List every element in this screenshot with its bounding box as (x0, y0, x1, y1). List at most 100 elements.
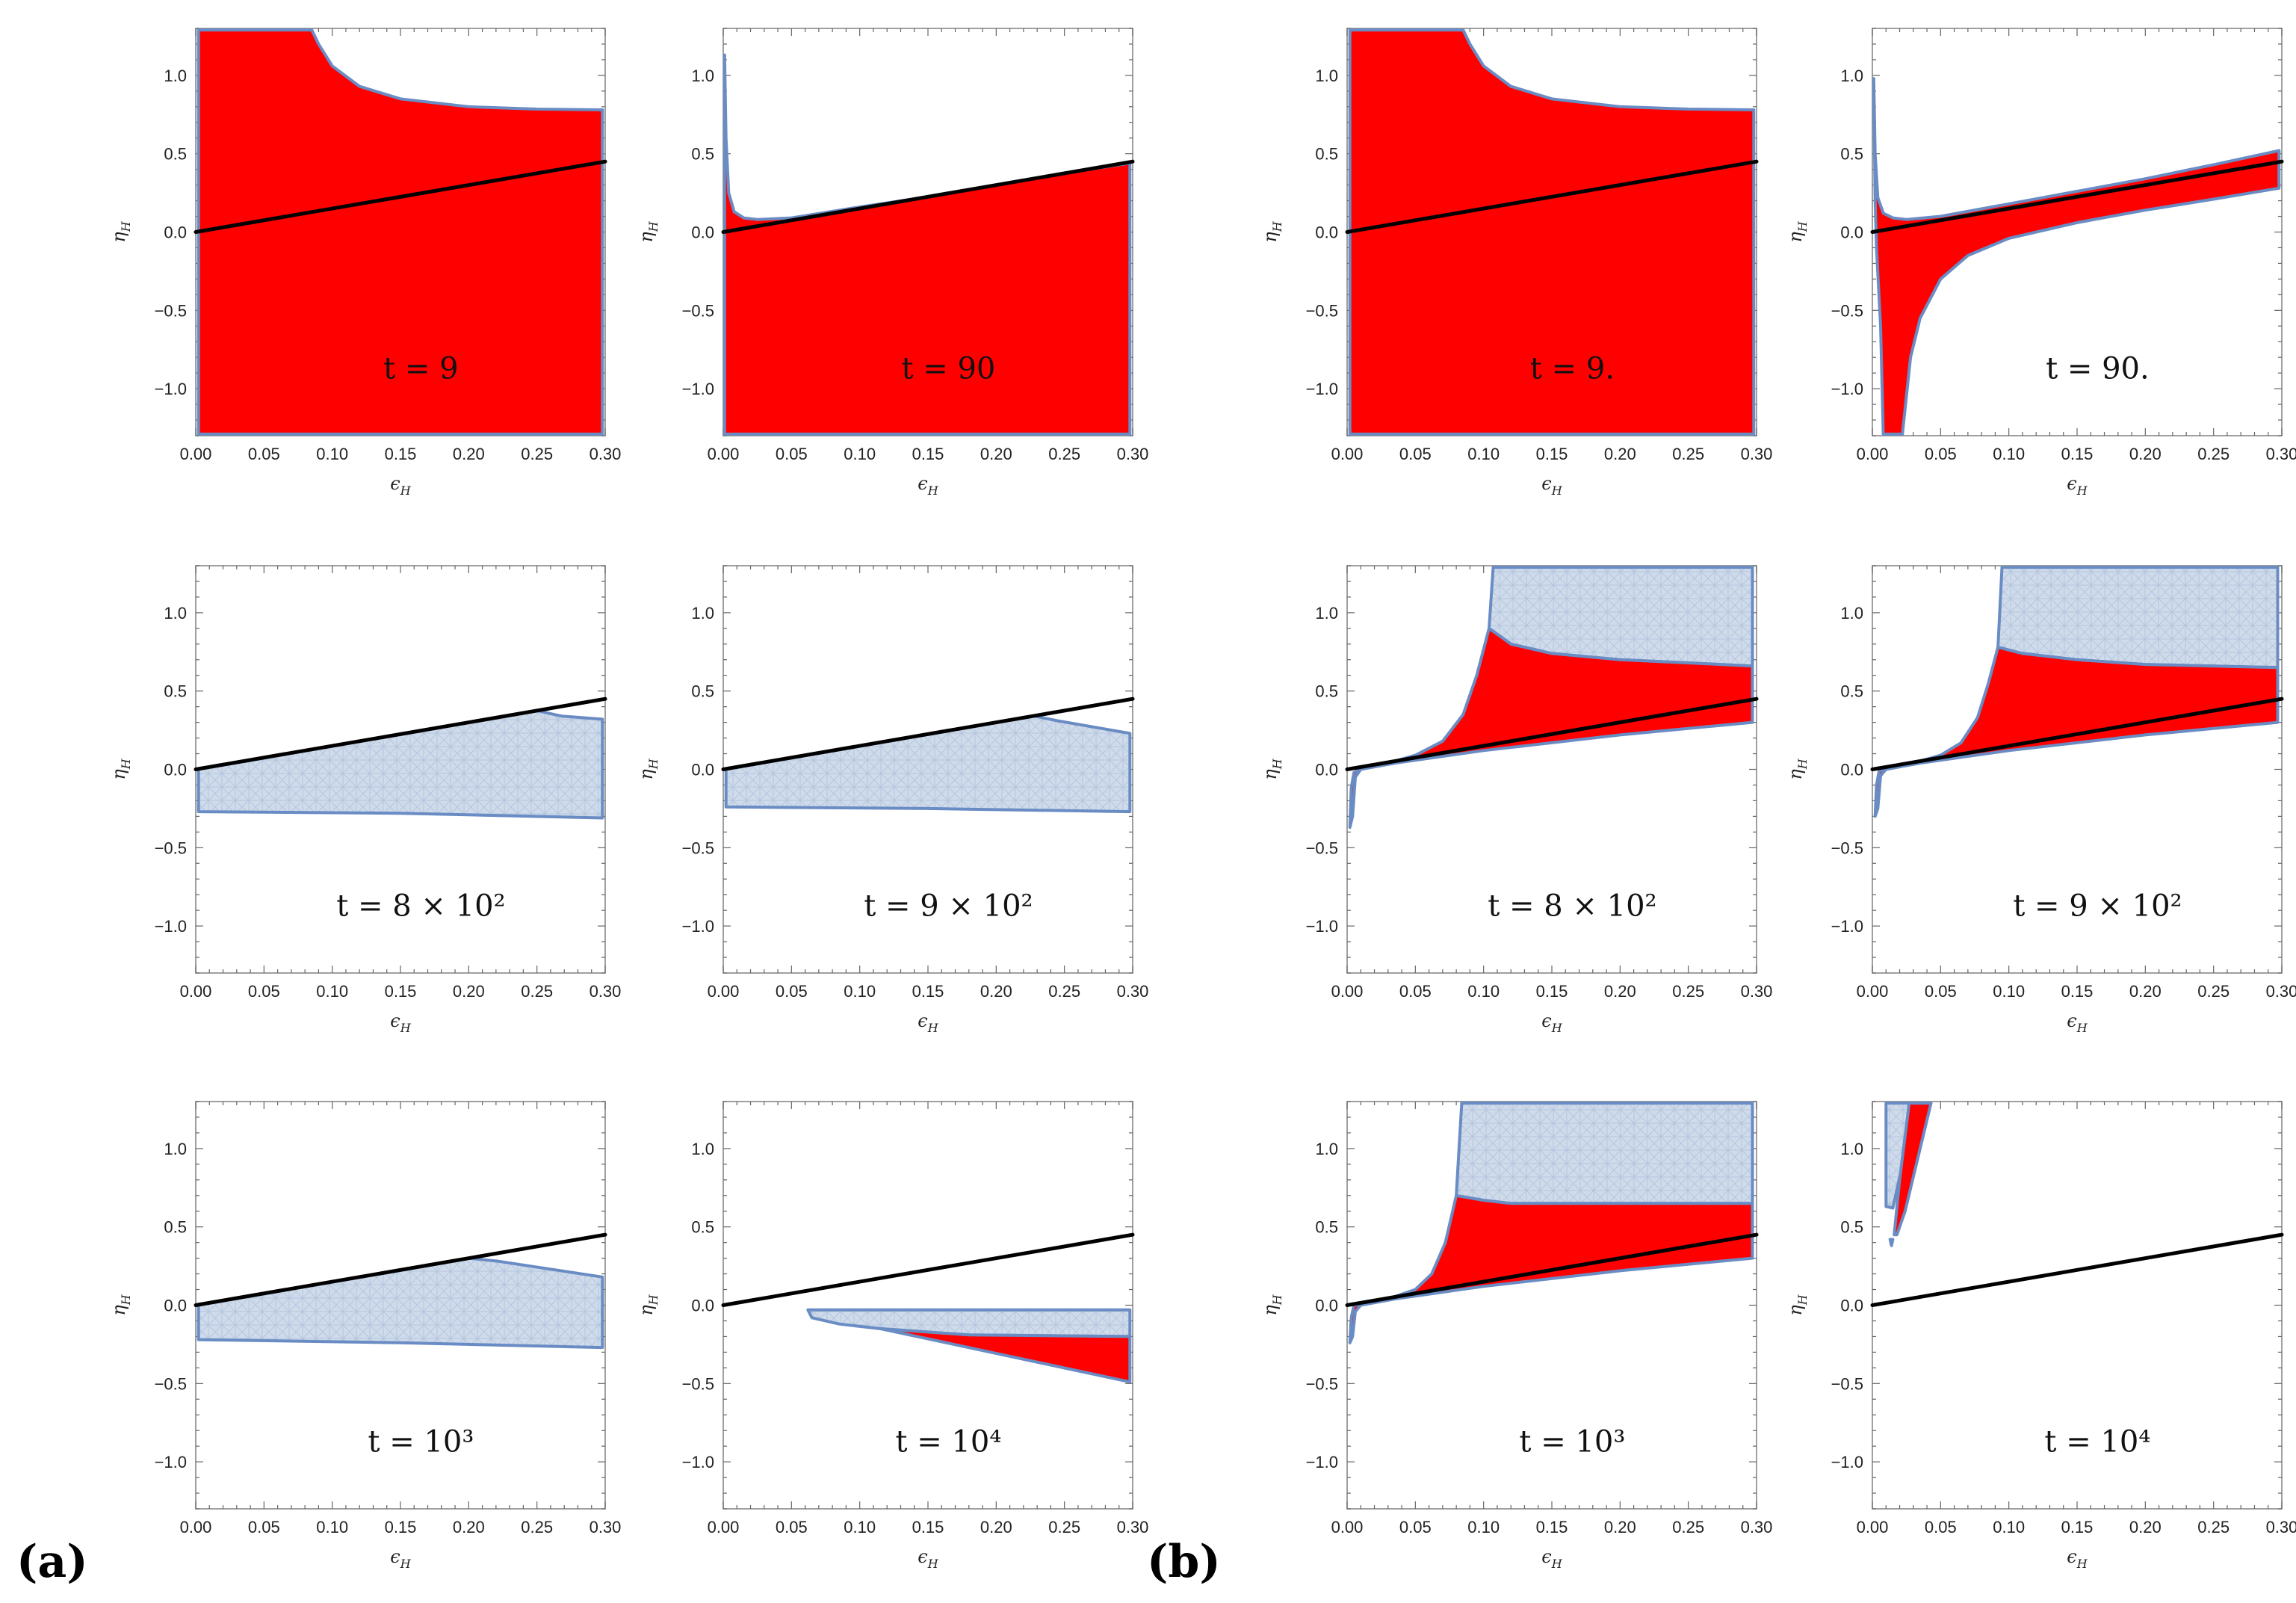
y-tick-label: −1.0 (1831, 917, 1863, 936)
chart-panel-5: 0.00 0.05 0.10 0.15 0.20 0.25 0.30 −1.0 −0.5 0.0 0… (636, 565, 1149, 1035)
x-tick-label: 0.10 (1993, 982, 2025, 1001)
x-tick-label: 0.05 (776, 1518, 808, 1536)
y-tick-label: 0.5 (1840, 682, 1863, 701)
y-tick-label: −0.5 (1831, 838, 1863, 857)
panel-letter-b: (b) (1147, 1536, 1221, 1588)
x-tick-label: 0.05 (776, 982, 808, 1001)
x-axis-label: ϵH (2067, 473, 2088, 498)
x-tick-label: 0.10 (1993, 445, 2025, 463)
regions (1348, 566, 1754, 830)
x-tick-label: 0.05 (1399, 445, 1432, 463)
y-tick-label: 1.0 (164, 604, 187, 623)
y-tick-label: 0.5 (164, 145, 187, 164)
x-tick-label: 0.00 (1857, 445, 1889, 463)
x-axis-label: ϵH (918, 1010, 938, 1035)
chart-panel-7: 0.00 0.05 0.10 0.15 0.20 0.25 0.30 −1.0 −0.5 0.0 0… (1785, 565, 2296, 1035)
chart-panel-0: 0.00 0.05 0.10 0.15 0.20 0.25 0.30 −1.0 −0.5 0.0 0… (108, 28, 621, 498)
y-tick-label: 1.0 (1840, 67, 1863, 85)
x-axis-label: ϵH (2067, 1546, 2088, 1571)
reference-line (1345, 1232, 1759, 1307)
y-tick-label: −0.5 (1306, 1374, 1338, 1393)
y-tick-label: 0.5 (1840, 1218, 1863, 1237)
y-axis-label: ηH (108, 758, 133, 779)
panels-group: 0.00 0.05 0.10 0.15 0.20 0.25 0.30−1.0−0.50.00… (108, 28, 2296, 1571)
x-tick-label: 0.15 (385, 982, 417, 1001)
time-label: t = 10³ (1519, 1425, 1625, 1460)
x-tick-label: 0.15 (1536, 445, 1568, 463)
y-tick-label: 0.5 (1315, 145, 1338, 164)
x-tick-label: 0.25 (1048, 982, 1080, 1001)
x-tick-label: 0.00 (1857, 1518, 1889, 1536)
x-tick-label: 0.25 (1048, 1518, 1080, 1536)
x-axis-label: ϵH (1541, 473, 1562, 498)
y-tick-label: 0.0 (691, 223, 714, 242)
y-tick-label: −0.5 (155, 838, 187, 857)
x-tick-label: 0.10 (1467, 982, 1500, 1001)
reference-line (721, 1232, 1135, 1307)
x-tick-label: 0.30 (590, 1518, 622, 1536)
tick-marks (722, 1101, 1133, 1510)
x-tick-label: 0.20 (980, 1518, 1012, 1536)
y-tick-label: 1.0 (1315, 604, 1338, 623)
y-tick-label: −1.0 (155, 380, 187, 398)
x-tick-label: 0.05 (1925, 982, 1957, 1001)
reference-line (721, 159, 1135, 234)
reference-line (194, 1232, 607, 1307)
blue-region (197, 708, 604, 820)
time-label: t = 9 (383, 352, 458, 386)
x-tick-label: 0.05 (776, 445, 808, 463)
x-tick-label: 0.20 (980, 445, 1012, 463)
x-tick-label: 0.00 (708, 1518, 740, 1536)
y-tick-label: 1.0 (691, 1140, 714, 1158)
chart-panel-3: 0.00 0.05 0.10 0.15 0.20 0.25 0.30 −1.0 −0.5 0.0 0… (1785, 28, 2296, 498)
y-tick-label: 0.5 (691, 145, 714, 164)
x-tick-label: 0.10 (1467, 1518, 1500, 1536)
x-tick-label: 0.25 (2197, 982, 2230, 1001)
x-tick-label: 0.25 (521, 1518, 553, 1536)
y-tick-label: 1.0 (1315, 1140, 1338, 1158)
blue-region (724, 714, 1132, 814)
y-tick-label: −0.5 (1306, 838, 1338, 857)
x-tick-label: 0.10 (316, 1518, 348, 1536)
reference-line (194, 159, 607, 234)
y-tick-label: 0.5 (1315, 1218, 1338, 1237)
reference-line (1870, 159, 2284, 234)
time-label: t = 10⁴ (895, 1425, 1001, 1460)
y-tick-label: −1.0 (1306, 1453, 1338, 1471)
reference-line (721, 697, 1135, 771)
y-tick-label: 0.0 (691, 761, 714, 779)
y-tick-label: −1.0 (1831, 380, 1863, 398)
x-tick-label: 0.00 (180, 445, 212, 463)
y-tick-label: −0.5 (1831, 301, 1863, 320)
regions (197, 708, 604, 820)
x-tick-label: 0.30 (1117, 982, 1149, 1001)
regions (1873, 566, 2280, 818)
time-label: t = 8 × 10² (336, 889, 505, 924)
red-region (1893, 1102, 1933, 1237)
red-region (1873, 646, 2280, 818)
x-tick-label: 0.25 (1672, 982, 1704, 1001)
y-tick-label: 1.0 (691, 604, 714, 623)
y-tick-label: 0.5 (691, 1218, 714, 1237)
x-tick-label: 0.25 (521, 982, 553, 1001)
time-label: t = 8 × 10² (1488, 889, 1656, 924)
x-tick-label: 0.20 (453, 445, 485, 463)
y-tick-label: 0.0 (691, 1297, 714, 1315)
x-tick-label: 0.00 (708, 982, 740, 1001)
x-tick-label: 0.15 (1536, 982, 1568, 1001)
x-tick-label: 0.05 (248, 982, 280, 1001)
chart-panel-9: 0.00 0.05 0.10 0.15 0.20 0.25 0.30 −1.0 −0.5 0.0 0… (636, 1101, 1148, 1571)
y-axis-label: ηH (1785, 220, 1810, 242)
x-tick-label: 0.15 (912, 982, 944, 1001)
time-label: t = 9 × 10² (2013, 889, 2182, 924)
x-axis-label: ϵH (2067, 1010, 2088, 1035)
x-tick-label: 0.25 (1672, 445, 1704, 463)
x-tick-label: 0.30 (1741, 1518, 1773, 1536)
x-tick-label: 0.15 (912, 445, 944, 463)
y-tick-label: −0.5 (682, 1374, 714, 1393)
regions (1872, 77, 2281, 436)
y-tick-label: −0.5 (682, 301, 714, 320)
y-tick-label: 0.0 (164, 223, 187, 242)
x-tick-label: 0.30 (1741, 445, 1773, 463)
